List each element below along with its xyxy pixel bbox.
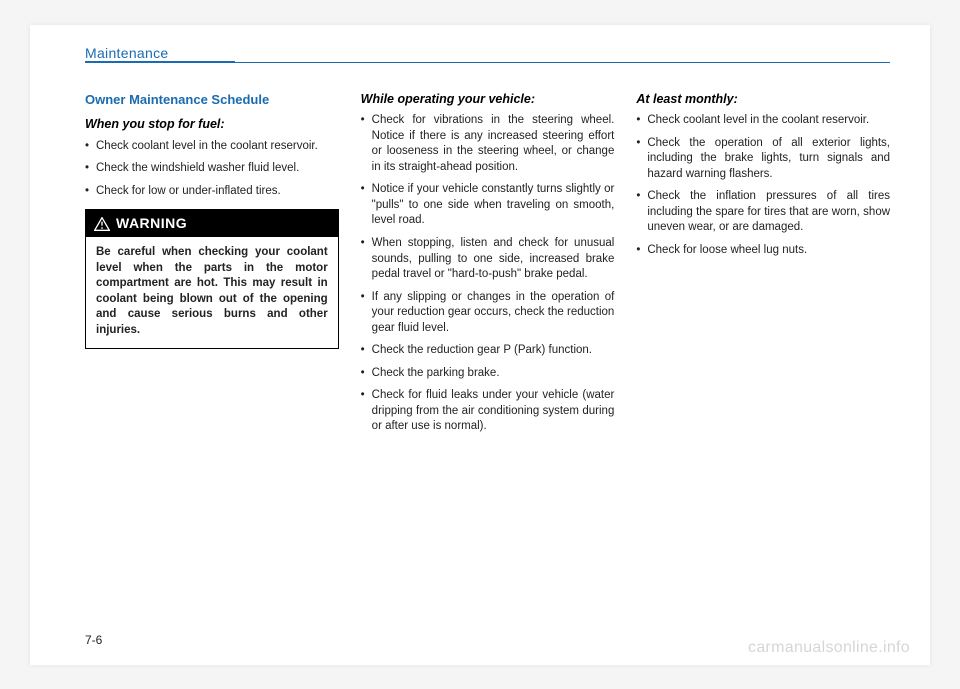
list-item: If any slipping or changes in the operat… (361, 290, 615, 337)
list-item: When stopping, listen and check for unus… (361, 236, 615, 283)
owner-maintenance-title: Owner Maintenance Schedule (85, 91, 339, 109)
list-item: Check for vibrations in the steering whe… (361, 113, 615, 175)
column-3: At least monthly: Check coolant level in… (636, 91, 890, 442)
bullets-while-operating: Check for vibrations in the steering whe… (361, 113, 615, 434)
divider-thin (235, 62, 890, 63)
watermark: carmanualsonline.info (748, 639, 910, 657)
warning-label: WARNING (116, 214, 187, 233)
manual-page: Maintenance Owner Maintenance Schedule W… (30, 25, 930, 665)
list-item: Check the reduction gear P (Park) functi… (361, 343, 615, 359)
list-item: Check the windshield washer fluid level. (85, 161, 339, 177)
header-divider (85, 61, 890, 63)
list-item: Check for loose wheel lug nuts. (636, 243, 890, 259)
divider-thick (85, 61, 235, 63)
content-columns: Owner Maintenance Schedule When you stop… (85, 91, 890, 442)
list-item: Check the operation of all exterior ligh… (636, 136, 890, 183)
column-2: While operating your vehicle: Check for … (361, 91, 615, 442)
list-item: Check coolant level in the coolant reser… (636, 113, 890, 129)
list-item: Check for low or under-inflated tires. (85, 184, 339, 200)
subhead-monthly: At least monthly: (636, 91, 890, 108)
list-item: Check coolant level in the coolant reser… (85, 139, 339, 155)
list-item: Notice if your vehicle constantly turns … (361, 182, 615, 229)
page-number: 7-6 (85, 633, 102, 647)
warning-triangle-icon (94, 217, 110, 231)
warning-header: WARNING (86, 210, 338, 237)
subhead-fuel-stop: When you stop for fuel: (85, 116, 339, 133)
list-item: Check the parking brake. (361, 366, 615, 382)
list-item: Check for fluid leaks under your vehicle… (361, 388, 615, 435)
bullets-fuel-stop: Check coolant level in the coolant reser… (85, 139, 339, 200)
section-label: Maintenance (85, 45, 890, 61)
column-1: Owner Maintenance Schedule When you stop… (85, 91, 339, 442)
subhead-while-operating: While operating your vehicle: (361, 91, 615, 108)
bullets-monthly: Check coolant level in the coolant reser… (636, 113, 890, 258)
warning-body: Be careful when checking your coolant le… (86, 237, 338, 348)
list-item: Check the inflation pressures of all tir… (636, 189, 890, 236)
warning-box: WARNING Be careful when checking your co… (85, 209, 339, 349)
